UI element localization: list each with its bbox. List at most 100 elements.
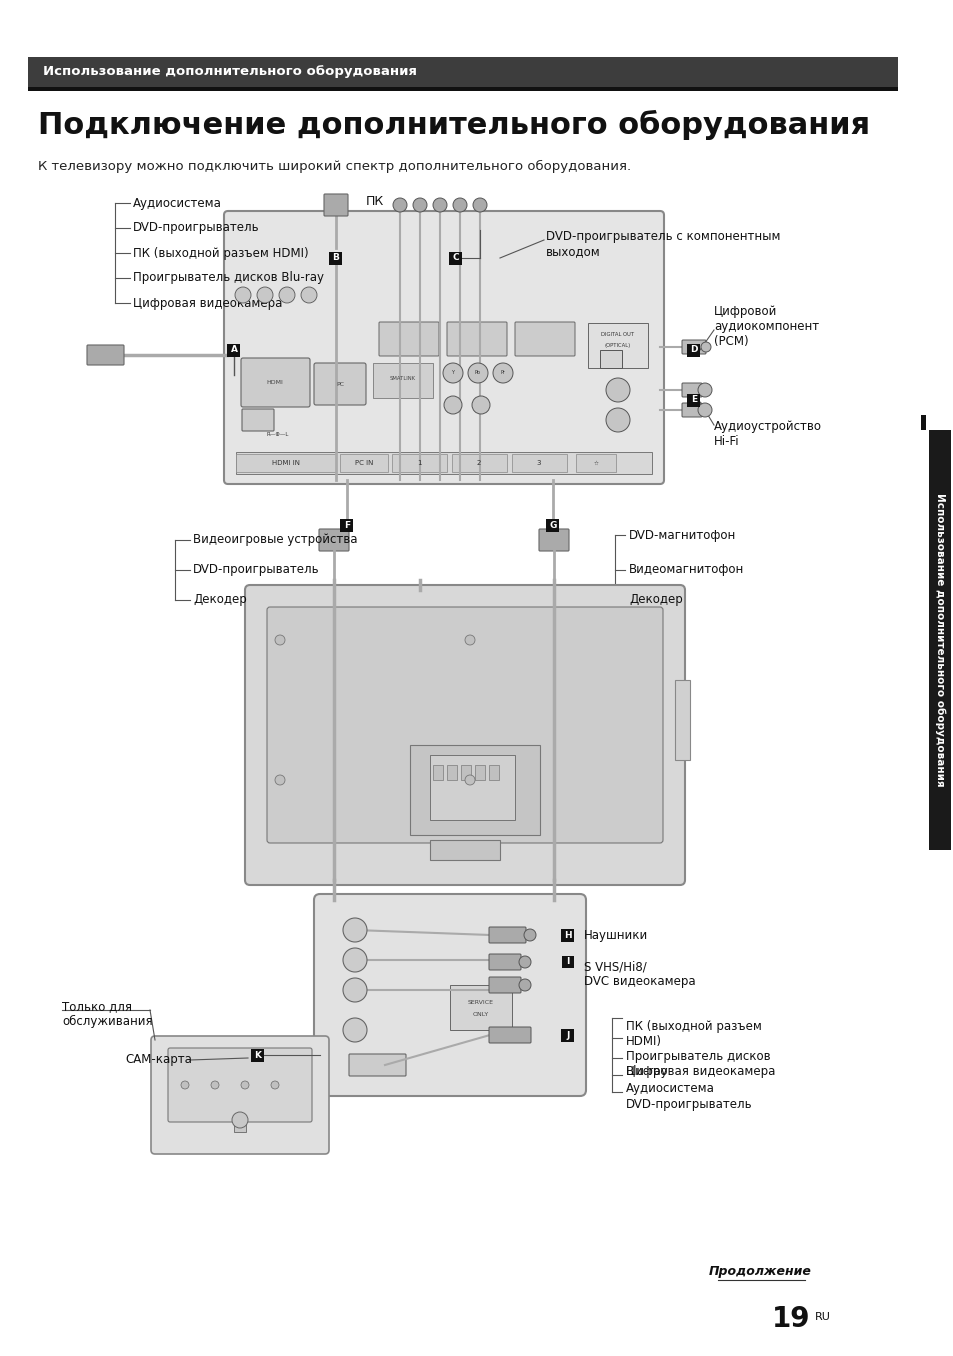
FancyBboxPatch shape [314, 363, 366, 405]
FancyBboxPatch shape [489, 1026, 531, 1043]
Circle shape [700, 342, 710, 353]
Bar [489, 765, 498, 780]
Circle shape [453, 198, 467, 212]
Text: 2: 2 [476, 460, 480, 466]
Text: Только для
обслуживания: Только для обслуживания [62, 999, 152, 1028]
Bar [512, 454, 566, 472]
Bar [675, 679, 689, 759]
Circle shape [393, 198, 407, 212]
Circle shape [443, 396, 461, 414]
Circle shape [241, 1081, 249, 1089]
FancyBboxPatch shape [349, 1054, 406, 1077]
Bar [475, 765, 484, 780]
Bar [447, 765, 456, 780]
Text: DVD-проигрыватель с компонентным
выходом: DVD-проигрыватель с компонентным выходом [545, 231, 780, 258]
Text: 19: 19 [771, 1304, 809, 1333]
Bar [561, 1028, 574, 1041]
Text: Подключение дополнительного оборудования: Подключение дополнительного оборудования [38, 110, 869, 140]
FancyBboxPatch shape [241, 358, 310, 407]
Bar [561, 956, 574, 968]
Bar [392, 454, 447, 472]
Bar [430, 755, 515, 820]
Circle shape [343, 948, 367, 972]
Bar [433, 765, 442, 780]
Text: DVD-проигрыватель: DVD-проигрыватель [132, 221, 259, 235]
Text: RU: RU [814, 1313, 830, 1322]
Circle shape [493, 363, 513, 382]
Bar [687, 393, 700, 407]
FancyBboxPatch shape [314, 894, 585, 1096]
Bar [233, 1120, 246, 1132]
Text: Проигрыватель дисков Blu-ray: Проигрыватель дисков Blu-ray [132, 271, 324, 285]
Text: Pr: Pr [500, 370, 505, 376]
Text: A: A [231, 346, 237, 354]
Bar [460, 765, 471, 780]
Bar [227, 343, 240, 357]
Text: I: I [566, 957, 569, 967]
Text: DIGITAL OUT: DIGITAL OUT [600, 332, 634, 338]
Bar [252, 1048, 264, 1062]
Circle shape [472, 396, 490, 414]
FancyBboxPatch shape [538, 529, 568, 551]
FancyBboxPatch shape [681, 340, 705, 354]
Circle shape [698, 382, 711, 397]
Bar [450, 984, 512, 1031]
Text: 1: 1 [416, 460, 421, 466]
Text: DVD-проигрыватель: DVD-проигрыватель [625, 1098, 752, 1111]
Circle shape [518, 956, 531, 968]
FancyBboxPatch shape [267, 607, 662, 843]
Circle shape [605, 408, 629, 433]
Text: ☆: ☆ [593, 461, 598, 465]
FancyBboxPatch shape [318, 529, 349, 551]
Text: Аудиоустройство
Hi-Fi: Аудиоустройство Hi-Fi [713, 420, 821, 447]
Bar [235, 452, 651, 475]
Text: S VHS/Hi8/
DVC видеокамера: S VHS/Hi8/ DVC видеокамера [583, 960, 695, 989]
Text: ПК (выходной разъем
HDMI)
Проигрыватель дисков
Blu-ray: ПК (выходной разъем HDMI) Проигрыватель … [625, 1020, 770, 1078]
Bar [561, 929, 574, 941]
Text: J: J [566, 1031, 569, 1040]
Circle shape [234, 287, 251, 302]
FancyBboxPatch shape [489, 955, 520, 970]
Circle shape [473, 198, 486, 212]
FancyBboxPatch shape [245, 584, 684, 885]
Text: HDMI IN: HDMI IN [272, 460, 299, 466]
Circle shape [274, 635, 285, 645]
Circle shape [464, 776, 475, 785]
Text: R—⊕—L: R—⊕—L [267, 433, 289, 438]
FancyBboxPatch shape [224, 212, 663, 484]
Bar [340, 518, 354, 532]
Bar [687, 343, 700, 357]
Circle shape [271, 1081, 278, 1089]
Text: Видеомагнитофон: Видеомагнитофон [628, 564, 743, 576]
Bar [546, 518, 558, 532]
Text: (OPTICAL): (OPTICAL) [604, 343, 631, 347]
FancyBboxPatch shape [87, 344, 124, 365]
Circle shape [343, 978, 367, 1002]
Text: SERVICE: SERVICE [468, 1001, 494, 1006]
Text: F: F [344, 521, 350, 529]
Text: ПК (выходной разъем HDMI): ПК (выходной разъем HDMI) [132, 247, 309, 259]
FancyBboxPatch shape [489, 928, 525, 942]
Bar [235, 454, 335, 472]
Circle shape [278, 287, 294, 302]
Text: K: K [254, 1051, 261, 1059]
Circle shape [343, 918, 367, 942]
Text: Pb: Pb [475, 370, 480, 376]
Bar [410, 744, 539, 835]
Text: D: D [690, 346, 697, 354]
Text: PC: PC [335, 381, 344, 386]
Bar [329, 251, 342, 264]
Circle shape [518, 979, 531, 991]
Bar [449, 251, 462, 264]
Text: Цифровая видеокамера: Цифровая видеокамера [625, 1064, 775, 1078]
Text: SMATLINK: SMATLINK [390, 376, 416, 381]
Text: Декодер: Декодер [628, 594, 682, 606]
Circle shape [232, 1112, 248, 1128]
Bar [928, 430, 950, 850]
FancyBboxPatch shape [242, 410, 274, 431]
Circle shape [413, 198, 427, 212]
Text: Наушники: Наушники [583, 929, 648, 941]
Text: Видеоигровые устройства: Видеоигровые устройства [193, 533, 357, 546]
Circle shape [464, 635, 475, 645]
Bar [28, 57, 897, 87]
